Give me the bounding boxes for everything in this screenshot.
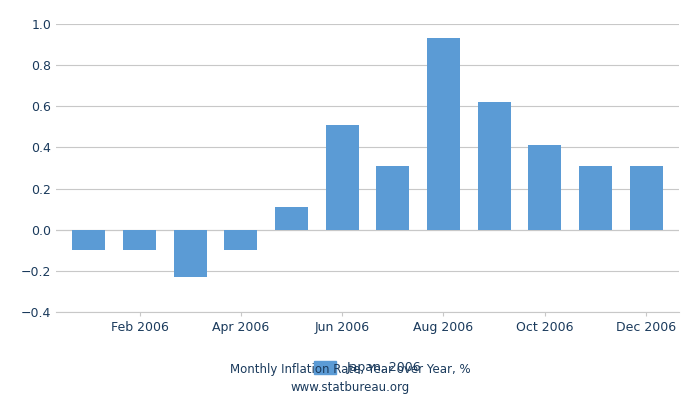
Bar (73, 230, 106, 250)
Bar (579, 166, 612, 230)
Bar (174, 230, 206, 277)
Text: www.statbureau.org: www.statbureau.org (290, 381, 410, 394)
Bar (377, 166, 410, 230)
Bar (477, 102, 510, 230)
Bar (629, 166, 662, 230)
Bar (275, 207, 308, 230)
Bar (225, 230, 258, 250)
Bar (123, 230, 156, 250)
Bar (326, 125, 358, 230)
Bar (528, 145, 561, 230)
Bar (427, 38, 460, 230)
Text: Monthly Inflation Rate, Year over Year, %: Monthly Inflation Rate, Year over Year, … (230, 364, 470, 376)
Legend: Japan, 2006: Japan, 2006 (309, 356, 426, 379)
